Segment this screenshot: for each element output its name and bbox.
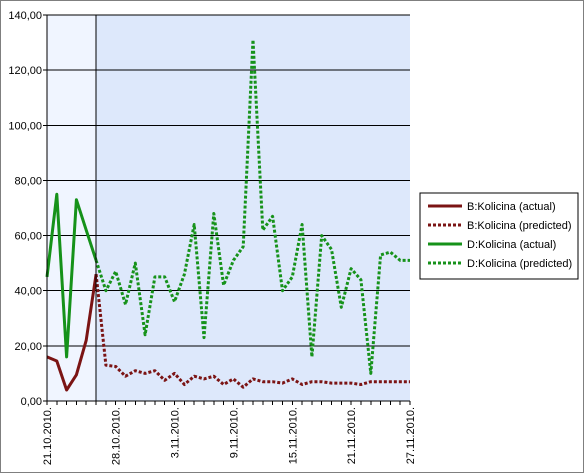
x-tick-label: 15.11.2010. [287, 407, 299, 464]
predicted-period-background [96, 15, 411, 401]
y-tick-label: 80,00 [14, 175, 42, 187]
series-line-2 [94, 274, 410, 389]
legend-label: B:Kolicina (actual) [467, 201, 556, 213]
y-tick-label: 20,00 [14, 341, 42, 353]
y-tick-label: 120,00 [8, 65, 42, 77]
y-tick-label: 100,00 [8, 120, 42, 132]
y-tick-label: 0,00 [21, 396, 42, 408]
y-tick-label: 40,00 [14, 286, 42, 298]
legend-label: D:Kolicina (actual) [467, 239, 556, 251]
x-tick-label: 3.11.2010. [170, 407, 182, 458]
x-tick-label: 21.10.2010. [42, 407, 54, 465]
series-line-3 [45, 192, 98, 359]
x-tick-label: 9.11.2010. [228, 407, 240, 458]
y-tick-label: 140,00 [8, 10, 42, 22]
y-tick-label: 60,00 [14, 231, 42, 243]
series-line-1 [46, 273, 98, 392]
series-line-4 [94, 38, 410, 375]
x-tick-label: 27.11.2010. [405, 407, 417, 464]
legend-label: B:Kolicina (predicted) [467, 220, 572, 232]
x-tick-label: 21.11.2010. [346, 407, 358, 464]
x-tick-label: 28.10.2010. [111, 407, 123, 465]
legend-label: D:Kolicina (predicted) [467, 258, 572, 270]
